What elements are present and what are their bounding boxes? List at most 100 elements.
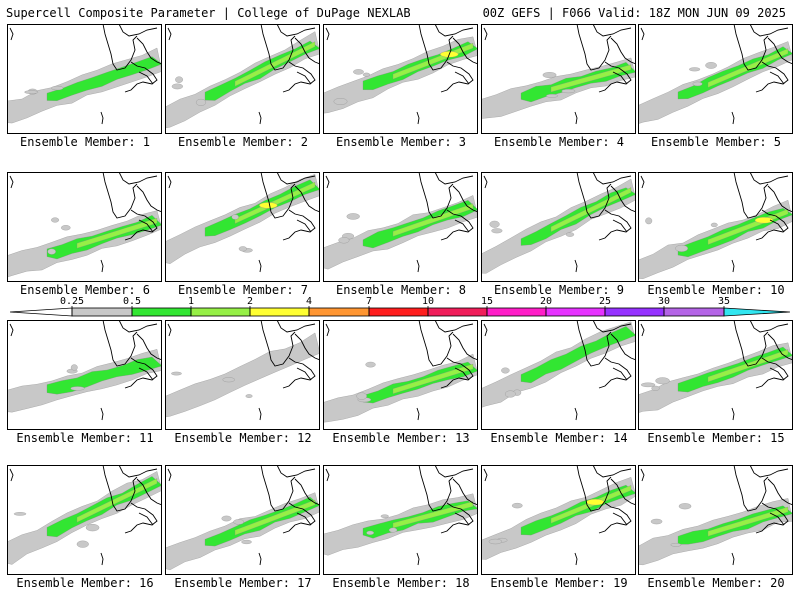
scale-color-segment [663, 307, 725, 317]
scp-contour-area [392, 363, 474, 394]
panel-border [165, 320, 320, 430]
ensemble-panel-5 [638, 24, 793, 134]
scp-contour-area [710, 222, 718, 228]
scp-contour-area [692, 81, 703, 87]
scp-contour-area [76, 478, 158, 523]
ensemble-map-5 [638, 24, 793, 134]
great-lakes-coastline [325, 24, 478, 93]
scale-tick-label: 0.5 [122, 296, 142, 307]
ensemble-panel-19 [481, 465, 636, 575]
scp-contour-area [565, 232, 575, 237]
river-segment [258, 111, 262, 125]
great-lakes-coastline [640, 320, 793, 389]
panel-border [7, 465, 162, 575]
panel-border [7, 24, 162, 134]
panel-border [481, 320, 636, 430]
ensemble-member-label: Ensemble Member: 13 [332, 431, 470, 445]
river-segment [731, 259, 735, 273]
ensemble-panel-2 [165, 24, 320, 134]
ensemble-member-label: Ensemble Member: 9 [493, 283, 625, 297]
great-lakes-coastline [483, 465, 636, 534]
scp-contour-area [650, 518, 663, 525]
scale-tick-label: 15 [480, 296, 494, 307]
scp-contour-area [561, 89, 576, 94]
ensemble-map-15 [638, 320, 793, 430]
river-segment [258, 259, 262, 273]
scp-contour-area [338, 237, 350, 244]
ensemble-member-label: Ensemble Member: 4 [493, 135, 625, 149]
scp-contour-area [46, 356, 162, 395]
river-segment [574, 259, 578, 273]
scp-contour-area [76, 540, 89, 548]
scp-contour-area [333, 98, 348, 105]
scale-color-segment [723, 307, 790, 317]
panel-border [165, 24, 320, 134]
scale-color-segment [486, 307, 547, 317]
scp-contour-area [366, 530, 375, 535]
river-segment [416, 552, 420, 566]
river-segment [574, 111, 578, 125]
ensemble-map-2 [165, 24, 320, 134]
ensemble-map-20 [638, 465, 793, 575]
river-segment [574, 407, 578, 421]
great-lakes-coastline [9, 172, 162, 241]
header-right-title: 00Z GEFS | F066 Valid: 18Z MON JUN 09 20… [482, 6, 786, 20]
ensemble-panel-9 [481, 172, 636, 282]
scp-contour-area [365, 361, 376, 368]
scp-contour-area [222, 377, 235, 383]
ensemble-member-label: Ensemble Member: 8 [335, 283, 467, 297]
ensemble-map-10 [638, 172, 793, 282]
color-scale-bar [10, 306, 790, 317]
scale-left-arrow [10, 307, 73, 317]
ensemble-member-label: Ensemble Member: 7 [177, 283, 309, 297]
ensemble-map-14 [481, 320, 636, 430]
scale-tick-label: 10 [421, 296, 435, 307]
ensemble-map-12 [165, 320, 320, 430]
ensemble-panel-17 [165, 465, 320, 575]
great-lakes-coastline [325, 320, 478, 389]
ensemble-member-label: Ensemble Member: 1 [19, 135, 151, 149]
great-lakes-coastline [483, 320, 636, 389]
scp-contour-area [24, 90, 39, 94]
scp-contour-area [678, 503, 692, 510]
ensemble-member-label: Ensemble Member: 20 [647, 576, 785, 590]
scp-contour-area [234, 41, 316, 87]
ensemble-panel-13 [323, 320, 478, 430]
scp-contour-area [705, 62, 717, 69]
ensemble-panel-4 [481, 24, 636, 134]
scp-contour-area [46, 56, 162, 101]
ensemble-member-label: Ensemble Member: 10 [647, 283, 785, 297]
scp-contour-area [70, 386, 85, 391]
scale-color-segment [190, 307, 251, 317]
scale-tick-label: 7 [365, 296, 373, 307]
scp-contour-area [511, 502, 523, 509]
ensemble-panel-7 [165, 172, 320, 282]
scp-contour-area [491, 228, 503, 234]
panel-border [323, 24, 478, 134]
scp-contour-area [520, 326, 636, 384]
scale-color-segment [131, 307, 192, 317]
scale-color-segment [368, 307, 429, 317]
great-lakes-coastline [483, 172, 636, 241]
scp-contour-area [171, 83, 183, 90]
ensemble-panel-3 [323, 24, 478, 134]
ensemble-member-label: Ensemble Member: 5 [650, 135, 782, 149]
scp-contour-area [707, 506, 789, 537]
ensemble-member-label: Ensemble Member: 12 [174, 431, 312, 445]
scp-contour-area [645, 217, 653, 225]
ensemble-map-1 [7, 24, 162, 134]
ensemble-panel-20 [638, 465, 793, 575]
scale-color-segment [249, 307, 310, 317]
scp-contour-area [504, 390, 516, 398]
scp-contour-area [640, 382, 656, 388]
scp-contour-area [388, 527, 398, 533]
scp-contour-area [241, 539, 252, 545]
scp-contour-area [488, 538, 503, 545]
river-segment [731, 552, 735, 566]
ensemble-panel-16 [7, 465, 162, 575]
panel-border [638, 172, 793, 282]
scp-contour-area [195, 98, 207, 106]
ensemble-map-6 [7, 172, 162, 282]
scp-contour-area [707, 48, 789, 88]
ensemble-panel-8 [323, 172, 478, 282]
